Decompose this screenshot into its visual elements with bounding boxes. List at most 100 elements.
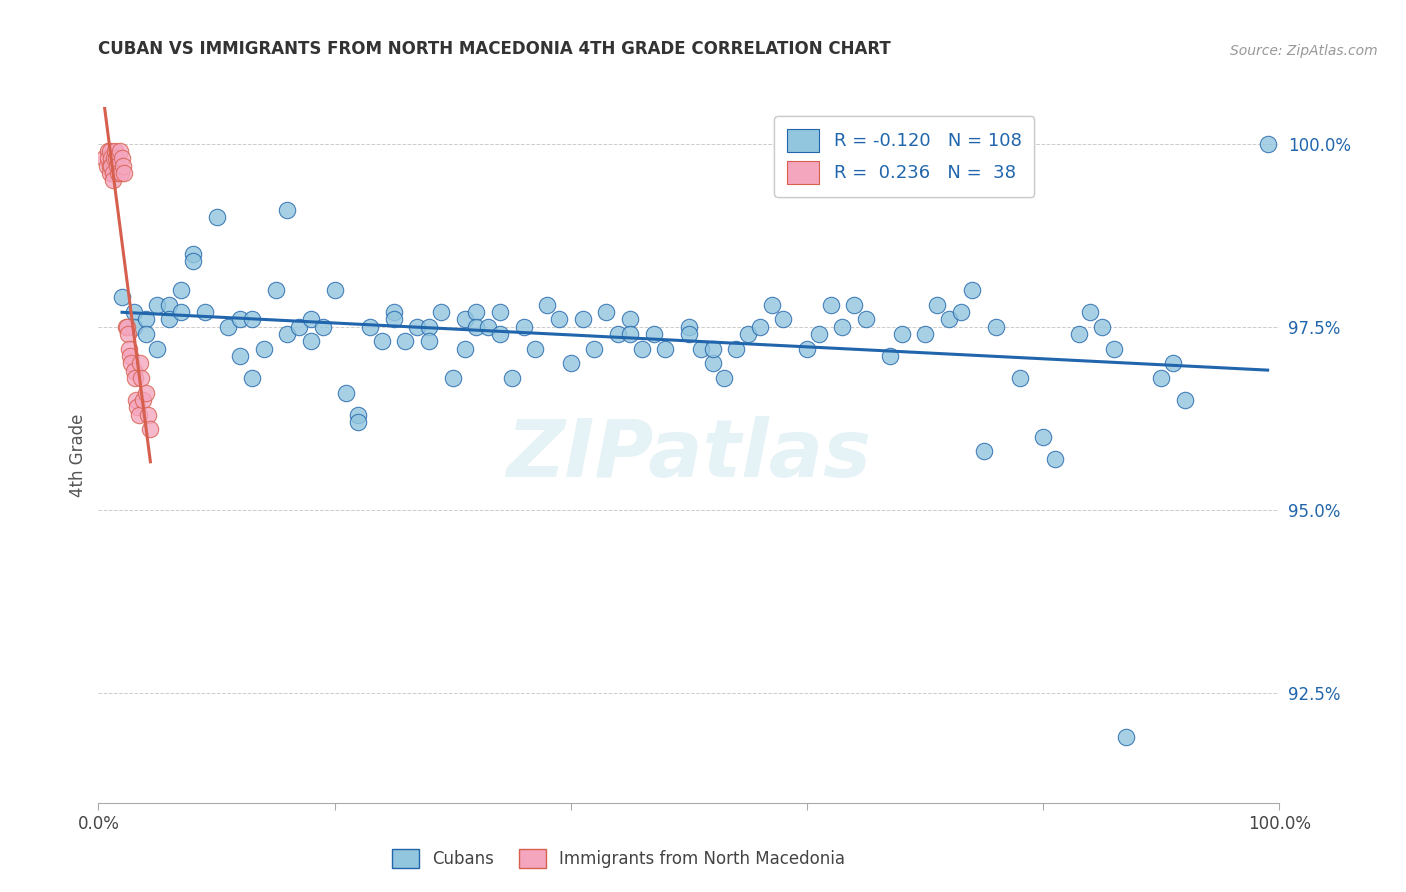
- Point: [146, 342, 169, 356]
- Legend: Cubans, Immigrants from North Macedonia: Cubans, Immigrants from North Macedonia: [385, 842, 852, 875]
- Point: [1008, 371, 1031, 385]
- Point: [855, 312, 877, 326]
- Point: [217, 319, 239, 334]
- Point: [181, 246, 204, 260]
- Text: ZIPatlas: ZIPatlas: [506, 416, 872, 494]
- Point: [100, 159, 122, 173]
- Point: [276, 327, 298, 342]
- Point: [101, 173, 124, 187]
- Point: [489, 305, 512, 319]
- Point: [689, 342, 711, 356]
- Point: [104, 144, 127, 158]
- Point: [418, 334, 440, 349]
- Point: [157, 298, 180, 312]
- Point: [678, 327, 700, 342]
- Point: [181, 253, 204, 268]
- Point: [406, 319, 429, 334]
- Point: [288, 319, 311, 334]
- Point: [135, 312, 157, 326]
- Point: [128, 356, 150, 370]
- Point: [111, 151, 134, 165]
- Point: [299, 334, 322, 349]
- Point: [170, 283, 193, 297]
- Point: [678, 319, 700, 334]
- Point: [139, 422, 162, 436]
- Point: [807, 327, 830, 342]
- Point: [524, 342, 547, 356]
- Point: [157, 312, 180, 326]
- Point: [170, 305, 193, 319]
- Point: [124, 371, 146, 385]
- Point: [737, 327, 759, 342]
- Point: [607, 327, 630, 342]
- Point: [253, 342, 276, 356]
- Point: [725, 342, 748, 356]
- Point: [371, 334, 394, 349]
- Point: [1091, 319, 1114, 334]
- Point: [125, 392, 148, 407]
- Point: [1257, 136, 1279, 151]
- Point: [128, 408, 150, 422]
- Point: [890, 327, 912, 342]
- Point: [1150, 371, 1173, 385]
- Point: [1115, 730, 1137, 744]
- Point: [110, 166, 132, 180]
- Point: [1161, 356, 1184, 370]
- Point: [501, 371, 523, 385]
- Point: [1043, 451, 1066, 466]
- Point: [643, 327, 665, 342]
- Point: [100, 151, 122, 165]
- Point: [512, 319, 534, 334]
- Point: [1080, 305, 1102, 319]
- Point: [347, 408, 370, 422]
- Point: [118, 342, 141, 356]
- Point: [105, 159, 128, 173]
- Point: [129, 371, 152, 385]
- Point: [879, 349, 901, 363]
- Point: [630, 342, 652, 356]
- Point: [430, 305, 453, 319]
- Point: [132, 392, 155, 407]
- Point: [984, 319, 1007, 334]
- Point: [925, 298, 948, 312]
- Point: [276, 202, 298, 217]
- Point: [453, 342, 475, 356]
- Point: [96, 159, 118, 173]
- Legend: R = -0.120   N = 108, R =  0.236   N =  38: R = -0.120 N = 108, R = 0.236 N = 38: [775, 116, 1035, 197]
- Point: [229, 312, 252, 326]
- Point: [949, 305, 972, 319]
- Point: [418, 319, 440, 334]
- Point: [108, 144, 131, 158]
- Point: [111, 290, 134, 304]
- Point: [98, 144, 121, 158]
- Point: [394, 334, 416, 349]
- Point: [772, 312, 794, 326]
- Point: [453, 312, 475, 326]
- Point: [844, 298, 866, 312]
- Point: [382, 312, 405, 326]
- Point: [127, 401, 149, 415]
- Point: [583, 342, 606, 356]
- Point: [112, 159, 135, 173]
- Point: [299, 312, 322, 326]
- Point: [748, 319, 770, 334]
- Point: [115, 319, 138, 334]
- Point: [465, 319, 488, 334]
- Point: [489, 327, 512, 342]
- Point: [312, 319, 335, 334]
- Point: [135, 385, 157, 400]
- Point: [654, 342, 676, 356]
- Y-axis label: 4th Grade: 4th Grade: [69, 413, 87, 497]
- Point: [595, 305, 617, 319]
- Point: [962, 283, 984, 297]
- Point: [335, 385, 357, 400]
- Point: [122, 319, 145, 334]
- Point: [122, 305, 145, 319]
- Point: [465, 305, 488, 319]
- Point: [359, 319, 381, 334]
- Point: [93, 151, 115, 165]
- Point: [117, 327, 139, 342]
- Point: [103, 151, 125, 165]
- Point: [1032, 429, 1054, 443]
- Point: [571, 312, 593, 326]
